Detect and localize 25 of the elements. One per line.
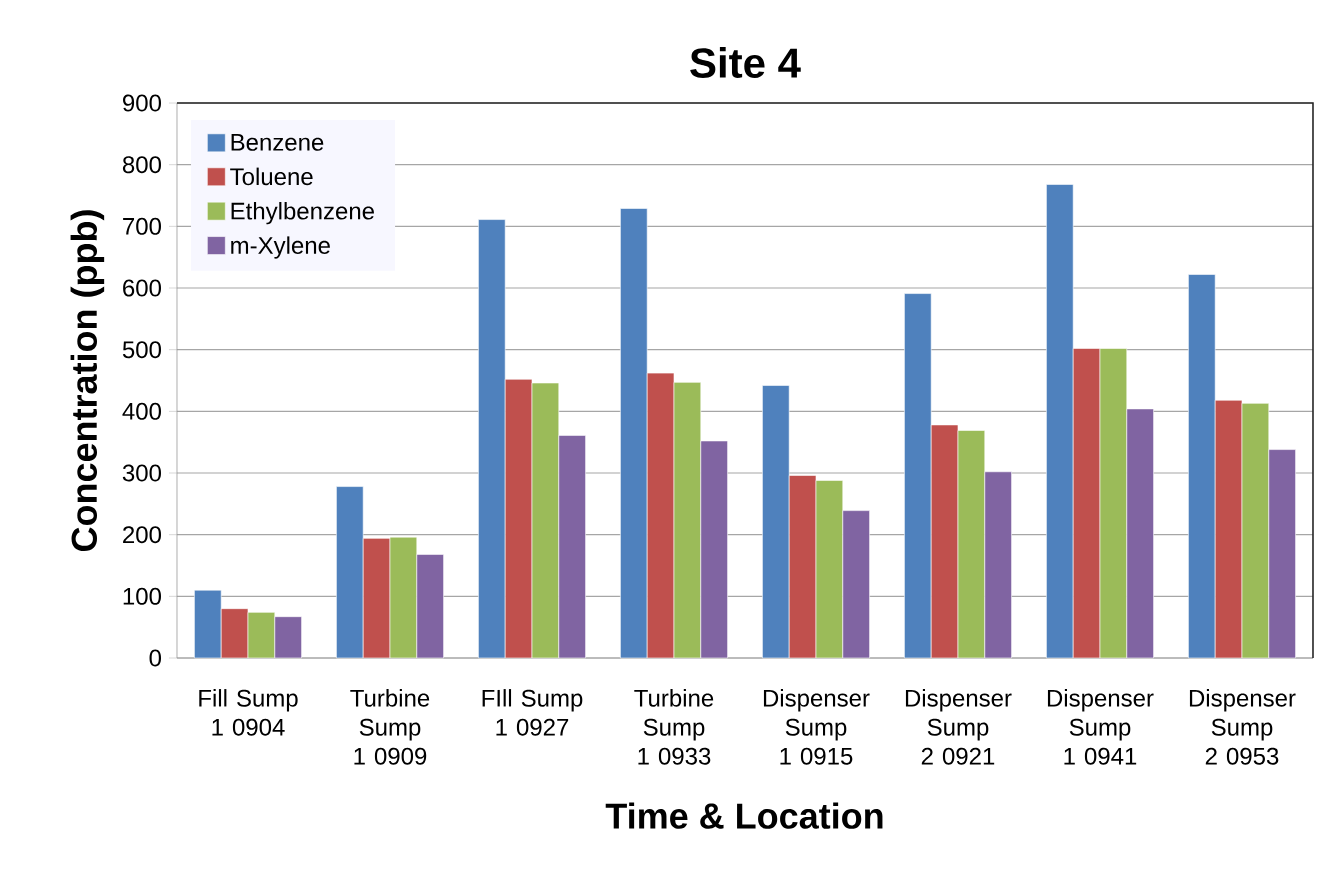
x-tick-label: Dispenser Sump 2 0953 xyxy=(1189,689,1296,765)
y-tick-label: 0 xyxy=(149,649,162,667)
x-tick-label: Turbine Sump 1 0933 xyxy=(634,689,714,765)
x-tick-label: Dispenser Sump 1 0941 xyxy=(1047,689,1154,765)
legend-label: m-Xylene xyxy=(231,236,330,259)
y-tick-label: 900 xyxy=(123,94,161,112)
x-tick-label: Turbine Sump 1 0909 xyxy=(350,689,430,765)
legend-label: Toluene xyxy=(230,167,313,186)
y-axis-title: Concentration (ppb) xyxy=(70,210,105,552)
y-tick-label: 100 xyxy=(123,587,161,605)
legend-label: Benzene xyxy=(231,134,324,151)
x-tick-label: Dispenser Sump 1 0915 xyxy=(763,689,870,765)
y-tick-label: 800 xyxy=(122,156,161,174)
x-tick-label: Dispenser Sump 2 0921 xyxy=(905,689,1012,765)
y-tick-label: 700 xyxy=(123,217,161,235)
legend-label: Ethylbenzene xyxy=(231,201,374,225)
y-tick-label: 500 xyxy=(122,341,161,359)
x-axis-title: Time & Location xyxy=(605,802,883,829)
chart-title: Site 4 xyxy=(690,47,801,78)
x-tick-label: Fill Sump 1 0904 xyxy=(199,689,298,736)
y-tick-label: 200 xyxy=(123,526,161,544)
x-tick-label: FIll Sump 1 0927 xyxy=(482,689,583,736)
y-tick-label: 300 xyxy=(122,464,161,482)
y-tick-label: 600 xyxy=(123,279,161,297)
y-tick-label: 400 xyxy=(122,402,161,420)
